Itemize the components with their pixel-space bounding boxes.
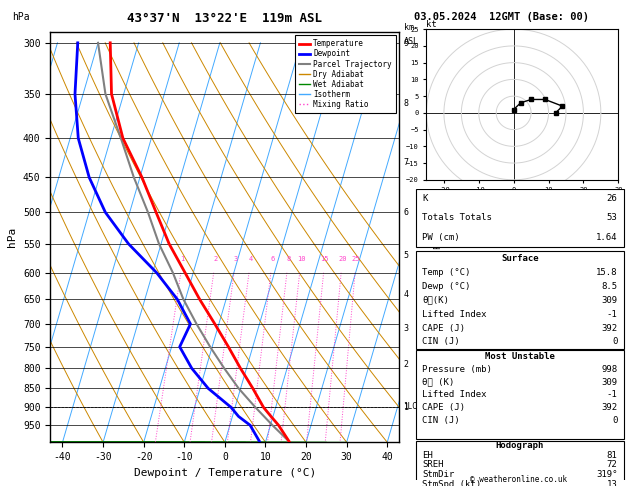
Text: -1: -1 xyxy=(606,310,618,318)
Text: θᴄ(K): θᴄ(K) xyxy=(422,295,449,305)
Bar xyxy=(416,189,624,247)
Text: Lifted Index: Lifted Index xyxy=(422,310,487,318)
Text: SREH: SREH xyxy=(422,460,444,469)
Y-axis label: hPa: hPa xyxy=(8,227,18,247)
Text: 6: 6 xyxy=(270,256,274,261)
Text: 3: 3 xyxy=(404,324,409,333)
Text: 26: 26 xyxy=(606,194,618,203)
Legend: Temperature, Dewpoint, Parcel Trajectory, Dry Adiabat, Wet Adiabat, Isotherm, Mi: Temperature, Dewpoint, Parcel Trajectory… xyxy=(295,35,396,113)
Text: 309: 309 xyxy=(601,295,618,305)
Text: K: K xyxy=(422,194,428,203)
Text: -1: -1 xyxy=(606,390,618,399)
Text: 8.5: 8.5 xyxy=(601,282,618,291)
Text: © weatheronline.co.uk: © weatheronline.co.uk xyxy=(470,474,567,484)
Text: 43°37'N  13°22'E  119m ASL: 43°37'N 13°22'E 119m ASL xyxy=(127,12,323,25)
Text: Lifted Index: Lifted Index xyxy=(422,390,487,399)
Text: 1LCL: 1LCL xyxy=(404,402,422,411)
Text: 3: 3 xyxy=(233,256,238,261)
Text: 13: 13 xyxy=(606,480,618,486)
Text: 7: 7 xyxy=(404,158,409,167)
Text: Hodograph: Hodograph xyxy=(496,441,544,450)
Bar xyxy=(416,251,624,349)
Text: 15.8: 15.8 xyxy=(596,268,618,277)
Text: km: km xyxy=(404,22,414,32)
Text: StmSpd (kt): StmSpd (kt) xyxy=(422,480,481,486)
Text: 392: 392 xyxy=(601,324,618,332)
X-axis label: Dewpoint / Temperature (°C): Dewpoint / Temperature (°C) xyxy=(134,468,316,478)
Text: 20: 20 xyxy=(338,256,347,261)
Text: θᴄ (K): θᴄ (K) xyxy=(422,378,455,387)
Text: 0: 0 xyxy=(612,416,618,425)
Text: StmDir: StmDir xyxy=(422,470,455,479)
Text: 309: 309 xyxy=(601,378,618,387)
Text: CAPE (J): CAPE (J) xyxy=(422,403,465,412)
Text: PW (cm): PW (cm) xyxy=(422,233,460,242)
Text: Temp (°C): Temp (°C) xyxy=(422,268,470,277)
Text: 4: 4 xyxy=(248,256,253,261)
Text: kt: kt xyxy=(426,20,437,29)
Text: 9: 9 xyxy=(404,39,409,49)
Text: 03.05.2024  12GMT (Base: 00): 03.05.2024 12GMT (Base: 00) xyxy=(414,12,589,22)
Text: 2: 2 xyxy=(213,256,218,261)
Text: Most Unstable: Most Unstable xyxy=(485,352,555,361)
Text: 1.64: 1.64 xyxy=(596,233,618,242)
Text: 1: 1 xyxy=(404,403,409,412)
Text: 998: 998 xyxy=(601,365,618,374)
Text: CIN (J): CIN (J) xyxy=(422,416,460,425)
Text: CAPE (J): CAPE (J) xyxy=(422,324,465,332)
Text: 10: 10 xyxy=(297,256,305,261)
Text: 1: 1 xyxy=(181,256,185,261)
Text: 4: 4 xyxy=(404,290,409,299)
Text: Dewp (°C): Dewp (°C) xyxy=(422,282,470,291)
Text: 319°: 319° xyxy=(596,470,618,479)
Text: 72: 72 xyxy=(606,460,618,469)
Text: CIN (J): CIN (J) xyxy=(422,337,460,347)
Text: Mixing Ratio (g/kg): Mixing Ratio (g/kg) xyxy=(434,193,443,281)
Text: 15: 15 xyxy=(321,256,329,261)
Text: 25: 25 xyxy=(352,256,360,261)
Text: Surface: Surface xyxy=(501,254,538,263)
Text: 2: 2 xyxy=(404,360,409,368)
Text: hPa: hPa xyxy=(13,12,30,22)
Text: 81: 81 xyxy=(606,451,618,460)
Text: 6: 6 xyxy=(404,208,409,217)
Text: Totals Totals: Totals Totals xyxy=(422,213,493,222)
Text: 53: 53 xyxy=(606,213,618,222)
Bar xyxy=(416,350,624,439)
Text: Pressure (mb): Pressure (mb) xyxy=(422,365,493,374)
Bar xyxy=(416,441,624,486)
Text: 8: 8 xyxy=(286,256,291,261)
Text: ASL: ASL xyxy=(404,37,418,46)
Text: 0: 0 xyxy=(612,337,618,347)
Text: 5: 5 xyxy=(404,251,409,260)
Text: 392: 392 xyxy=(601,403,618,412)
Text: EH: EH xyxy=(422,451,433,460)
Text: 8: 8 xyxy=(404,99,409,108)
